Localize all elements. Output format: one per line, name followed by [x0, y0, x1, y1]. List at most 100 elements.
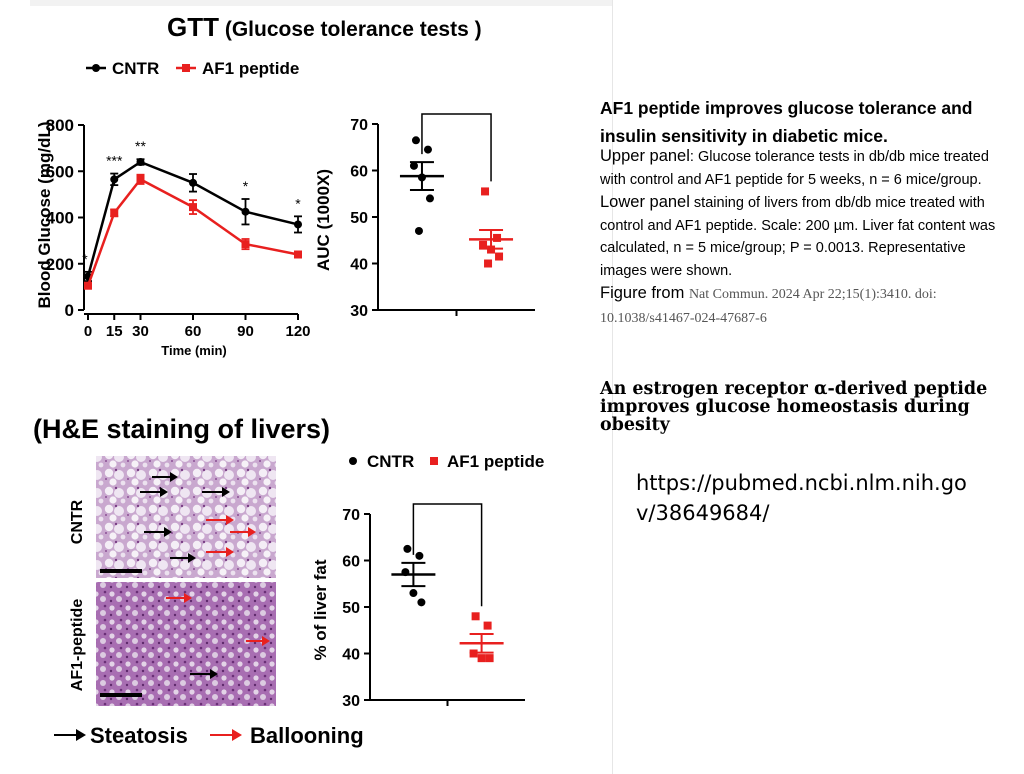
gtt-x-tick-label: 120 [285, 323, 310, 340]
auc-scatter-chart: 30 40 50 60 70 ** AUC (1000X) [314, 110, 535, 320]
significance-marker: * [295, 195, 301, 211]
gtt-y-tick-label: 200 [46, 255, 74, 274]
caption-citation: Nat Commun. 2024 Apr 22;15(1):3410. doi:… [600, 287, 937, 326]
steatosis-arrow [170, 553, 196, 563]
auc-af1-point [495, 252, 504, 261]
auc-y-tick-label: 40 [350, 257, 368, 274]
auc-cntr-point [423, 145, 432, 154]
legend-af1-square [430, 457, 438, 465]
he-staining-title: (H&E staining of livers) [33, 414, 331, 444]
auc-significance-label: ** [451, 110, 462, 112]
auc-y-tick-label: 50 [350, 210, 368, 227]
steatosis-arrow [144, 527, 172, 537]
ballooning-arrow [230, 527, 256, 537]
gtt-x-tick-label: 60 [185, 323, 202, 340]
gtt-x-tick-label: 90 [237, 323, 254, 340]
af1-data-point [136, 175, 145, 184]
caption-figure-from: Figure from [600, 284, 689, 302]
ballooning-arrow [166, 593, 192, 603]
auc-y-tick-label: 60 [350, 164, 368, 181]
gtt-y-tick-label: 600 [46, 162, 74, 181]
fat-y-tick-label: 70 [342, 507, 360, 524]
liver-fat-y-axis-label: % of liver fat [311, 559, 330, 660]
auc-significance-bracket [421, 113, 492, 182]
significance-marker: * [82, 251, 88, 267]
cntr-data-point [189, 178, 197, 187]
caption-lower-lead: Lower panel [600, 193, 690, 211]
steatosis-arrow [202, 487, 230, 497]
af1-data-point [189, 203, 197, 212]
ballooning-arrow [206, 515, 234, 525]
gtt-y-tick-label: 0 [65, 301, 74, 320]
fat-y-tick-label: 40 [342, 647, 360, 664]
cntr-series-line [86, 160, 299, 277]
liver-fat-scatter-chart: 30 40 50 60 70 ** % of liver fat [311, 500, 525, 710]
fat-af1-point [477, 654, 486, 663]
gtt-title-main: GTT [167, 12, 219, 42]
steatosis-legend-label: Steatosis [90, 723, 188, 748]
steatosis-legend-arrowhead [76, 729, 86, 741]
auc-af1-point [493, 233, 502, 242]
gtt-x-tick-label: 30 [132, 323, 149, 340]
auc-cntr-point [409, 161, 418, 170]
fat-af1-point [483, 621, 492, 630]
legend-cntr-dot [349, 457, 357, 465]
af1-data-point [294, 250, 302, 259]
auc-y-axis-label: AUC (1000X) [314, 169, 333, 271]
auc-cntr-point [425, 194, 434, 203]
arrow-legend: Steatosis Ballooning [54, 723, 364, 748]
fat-cntr-point [409, 589, 418, 598]
legend-af1-label: AF1 peptide [202, 59, 299, 78]
panel-divider [612, 0, 613, 774]
significance-marker: ** [135, 138, 146, 154]
scale-bar-af1 [100, 693, 142, 697]
significance-marker: * [243, 178, 249, 194]
af1-series-line [86, 177, 299, 287]
af1-data-point [110, 208, 119, 217]
fat-cntr-point [417, 598, 426, 607]
ballooning-legend-arrowhead [232, 729, 242, 741]
fat-significance-label: ** [442, 500, 453, 502]
ballooning-arrow [206, 547, 234, 557]
liver-legend-af1-label: AF1 peptide [447, 452, 544, 471]
liver-fat-legend: CNTR AF1 peptide [349, 452, 544, 471]
gtt-y-tick-label: 800 [46, 116, 74, 135]
fat-af1-point [471, 612, 480, 621]
auc-y-tick-label: 30 [350, 303, 368, 320]
gtt-title: GTT (Glucose tolerance tests ) [167, 12, 482, 43]
gtt-x-tick-label: 15 [106, 323, 123, 340]
cntr-data-point [110, 175, 119, 184]
caption-body: Upper panel: Glucose tolerance tests in … [600, 145, 1005, 330]
auc-cntr-point [411, 136, 420, 145]
af1-data-point [241, 240, 250, 249]
legend-cntr-label: CNTR [112, 59, 159, 78]
micrograph-af1-label: AF1-peptide [69, 599, 86, 692]
liver-legend-cntr-label: CNTR [367, 452, 414, 471]
gtt-x-tick-label: 0 [84, 323, 92, 340]
cntr-liver-micrograph [96, 456, 276, 578]
gtt-legend: CNTR AF1 peptide [86, 59, 299, 78]
gtt-y-axis-label: Blood Glucose (mg/dL) [35, 122, 54, 309]
fat-y-tick-label: 50 [342, 600, 360, 617]
fat-cntr-point [415, 551, 424, 560]
cntr-data-point [136, 158, 145, 166]
fat-y-tick-label: 60 [342, 554, 360, 571]
ballooning-arrow [246, 636, 270, 646]
pubmed-url[interactable]: https://pubmed.ncbi.nlm.nih.gov/38649684… [636, 471, 967, 525]
cntr-data-point [241, 207, 250, 216]
auc-af1-point [479, 240, 488, 249]
fat-af1-point [485, 654, 494, 663]
auc-af1-point [484, 259, 493, 268]
auc-y-tick-label: 70 [350, 117, 368, 134]
scale-bar-cntr [100, 569, 142, 573]
caption-lower-text: staining of livers from db/db mice treat… [600, 195, 996, 279]
caption-upper-text: : Glucose tolerance tests in db/db mice … [600, 149, 989, 188]
steatosis-arrow [140, 487, 168, 497]
fat-significance-bracket [412, 503, 483, 607]
caption-headline: AF1 peptide improves glucose tolerance a… [600, 98, 973, 146]
fat-y-tick-label: 30 [342, 693, 360, 710]
top-bar [30, 0, 612, 6]
significance-marker: *** [106, 153, 123, 169]
gtt-y-tick-label: 400 [46, 209, 74, 228]
